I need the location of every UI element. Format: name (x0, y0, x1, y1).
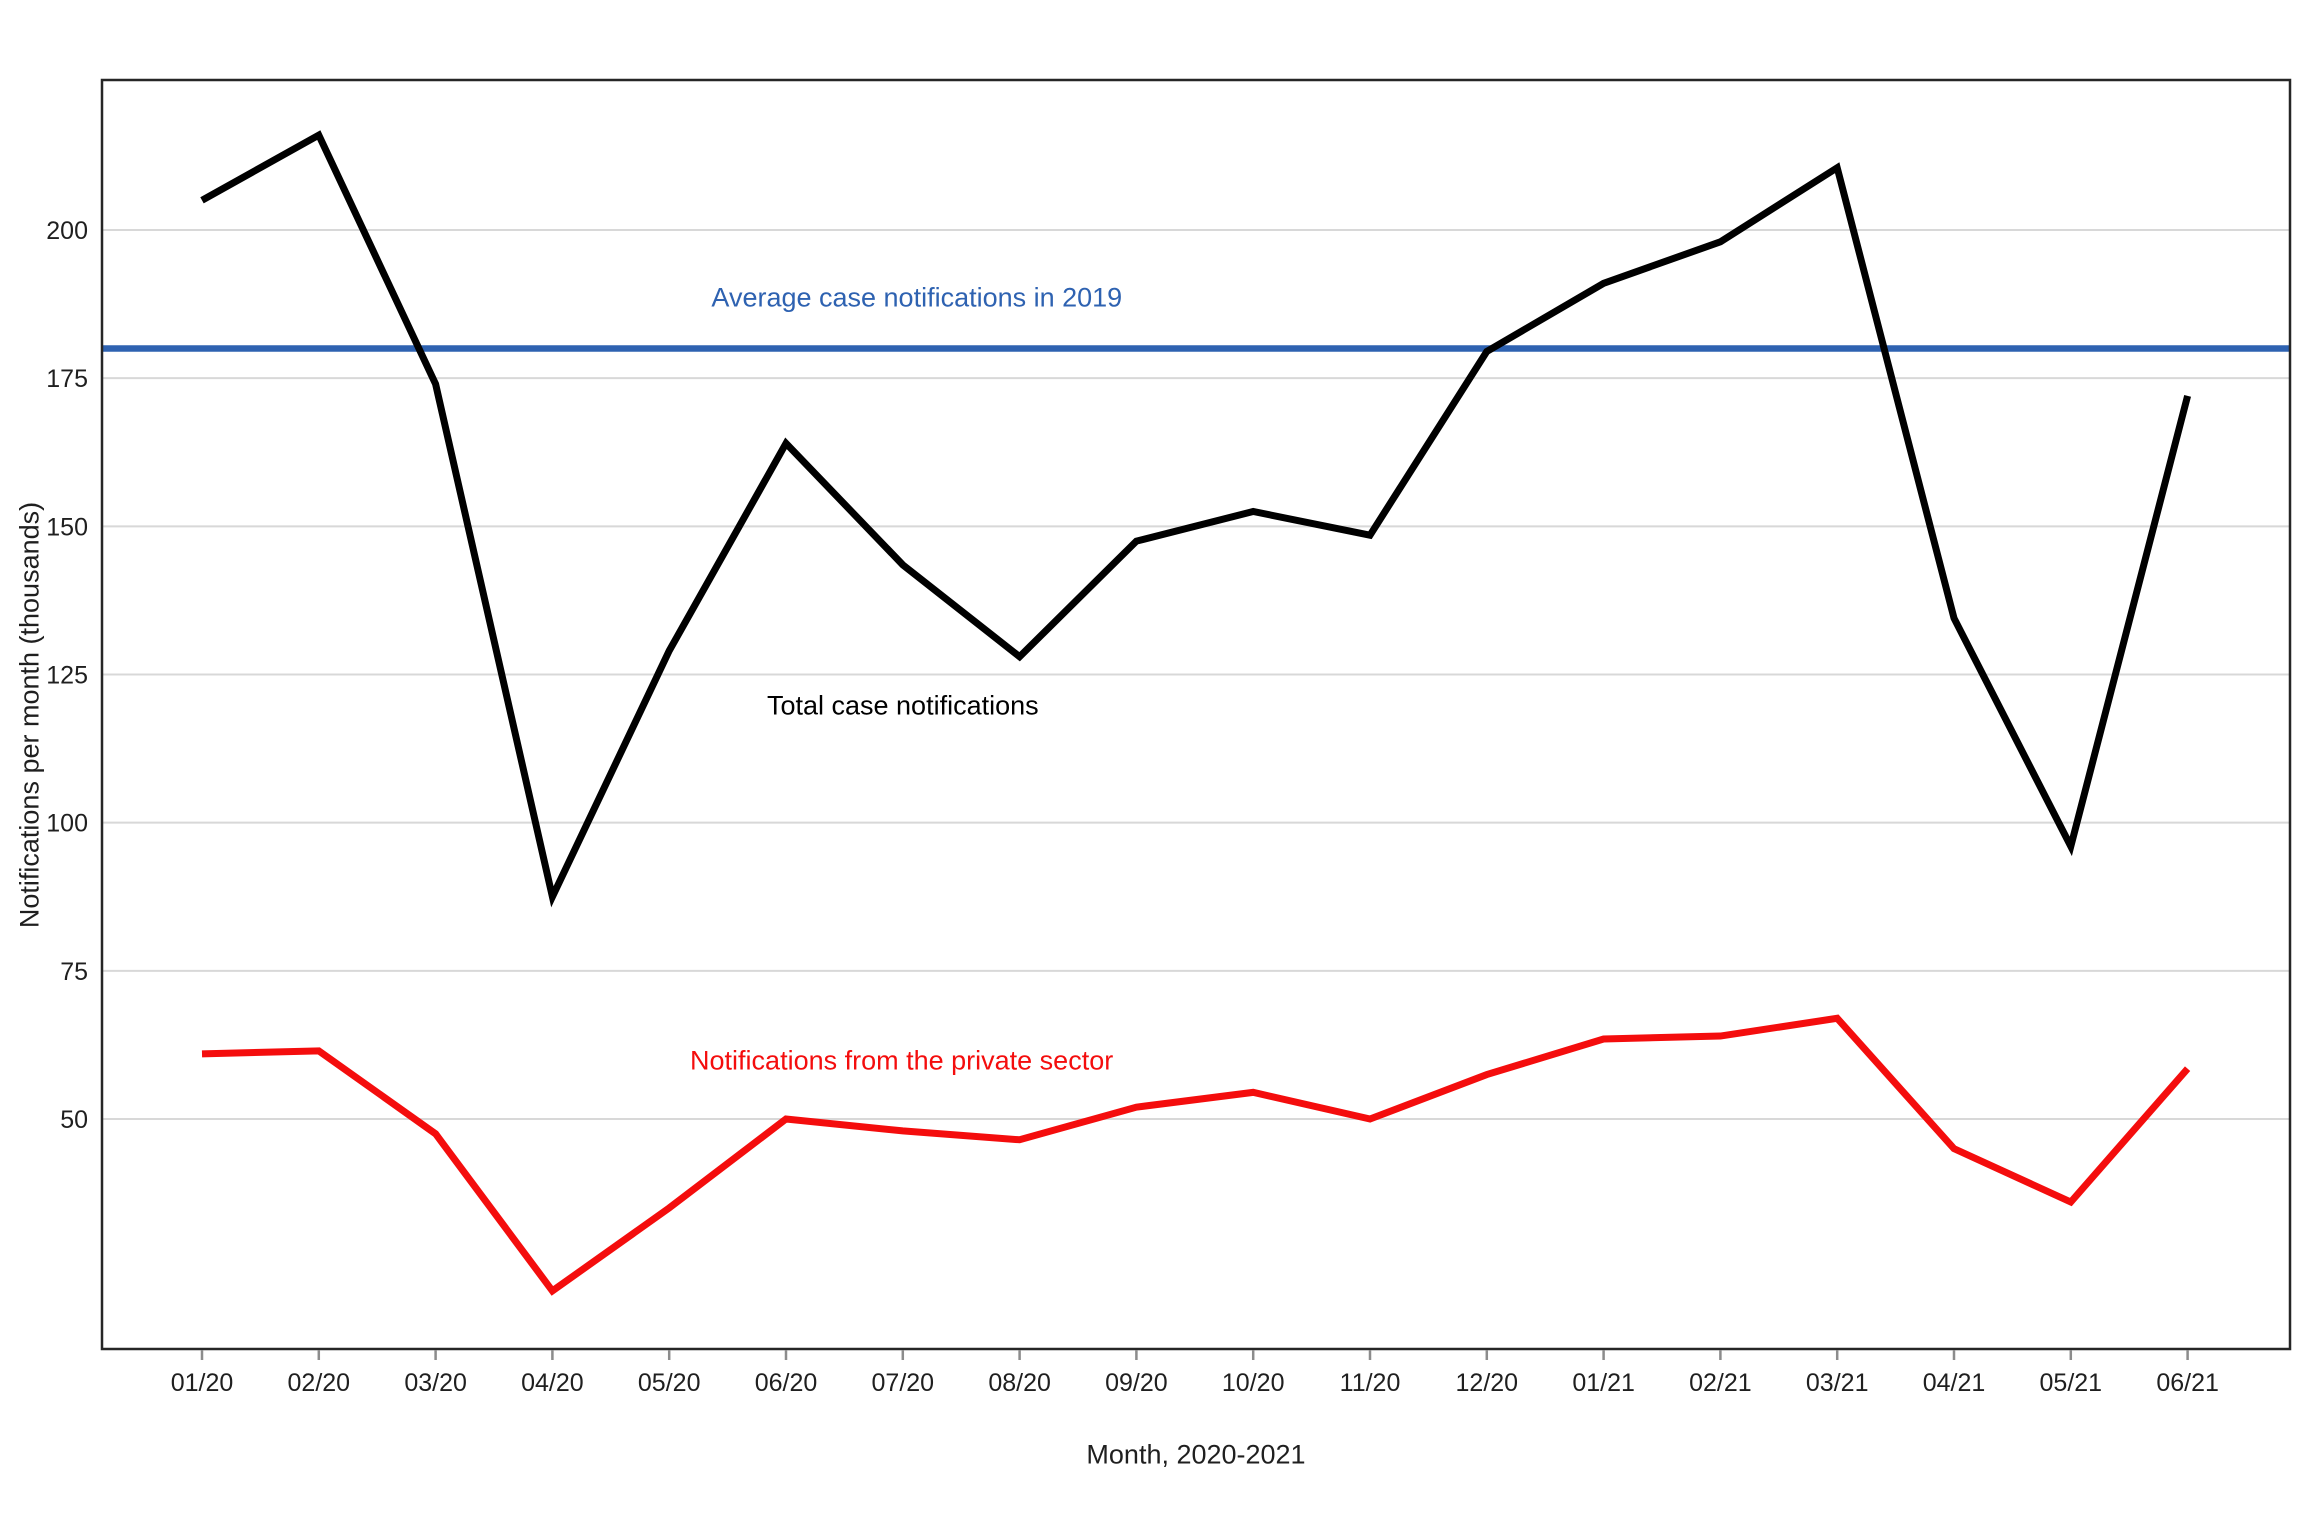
y-tick-label: 200 (46, 217, 88, 245)
x-tick-label: 12/20 (1456, 1369, 1519, 1397)
x-tick-label: 04/21 (1923, 1369, 1986, 1397)
y-tick-label: 75 (60, 958, 88, 986)
x-tick-label: 05/20 (638, 1369, 701, 1397)
x-tick-label: 10/20 (1222, 1369, 1285, 1397)
y-tick-label: 125 (46, 661, 88, 689)
x-tick-label: 02/20 (288, 1369, 351, 1397)
x-tick-label: 02/21 (1689, 1369, 1752, 1397)
plot-border (100, 78, 2292, 1351)
annotation-average-2019: Average case notifications in 2019 (711, 282, 1123, 313)
annotation-private-sector: Notifications from the private sector (690, 1045, 1114, 1076)
x-tick-label: 06/20 (755, 1369, 818, 1397)
y-tick-label: 50 (60, 1106, 88, 1134)
y-axis-title: Notifications per month (thousands) (14, 501, 45, 928)
x-tick-label: 06/21 (2156, 1369, 2219, 1397)
x-tick-label: 04/20 (521, 1369, 584, 1397)
x-tick-label: 01/20 (171, 1369, 234, 1397)
y-tick-label: 175 (46, 365, 88, 393)
series-line-total-case-notifications (200, 130, 2191, 908)
x-tick-label: 07/20 (872, 1369, 935, 1397)
y-tick-label: 100 (46, 810, 88, 838)
x-tick-label: 03/21 (1806, 1369, 1869, 1397)
y-tick-label: 150 (46, 513, 88, 541)
x-tick-label: 11/20 (1340, 1369, 1401, 1397)
x-axis-title: Month, 2020-2021 (1086, 1439, 1306, 1470)
annotation-total-case-notifications: Total case notifications (766, 690, 1039, 721)
x-tick-label: 05/21 (2040, 1369, 2103, 1397)
x-tick-label: 08/20 (988, 1369, 1051, 1397)
series-line-notifications-from-the-private-sector (201, 1014, 2191, 1296)
x-tick-label: 09/20 (1105, 1369, 1168, 1397)
x-tick-label: 01/21 (1572, 1369, 1635, 1397)
x-tick-label: 03/20 (404, 1369, 467, 1397)
